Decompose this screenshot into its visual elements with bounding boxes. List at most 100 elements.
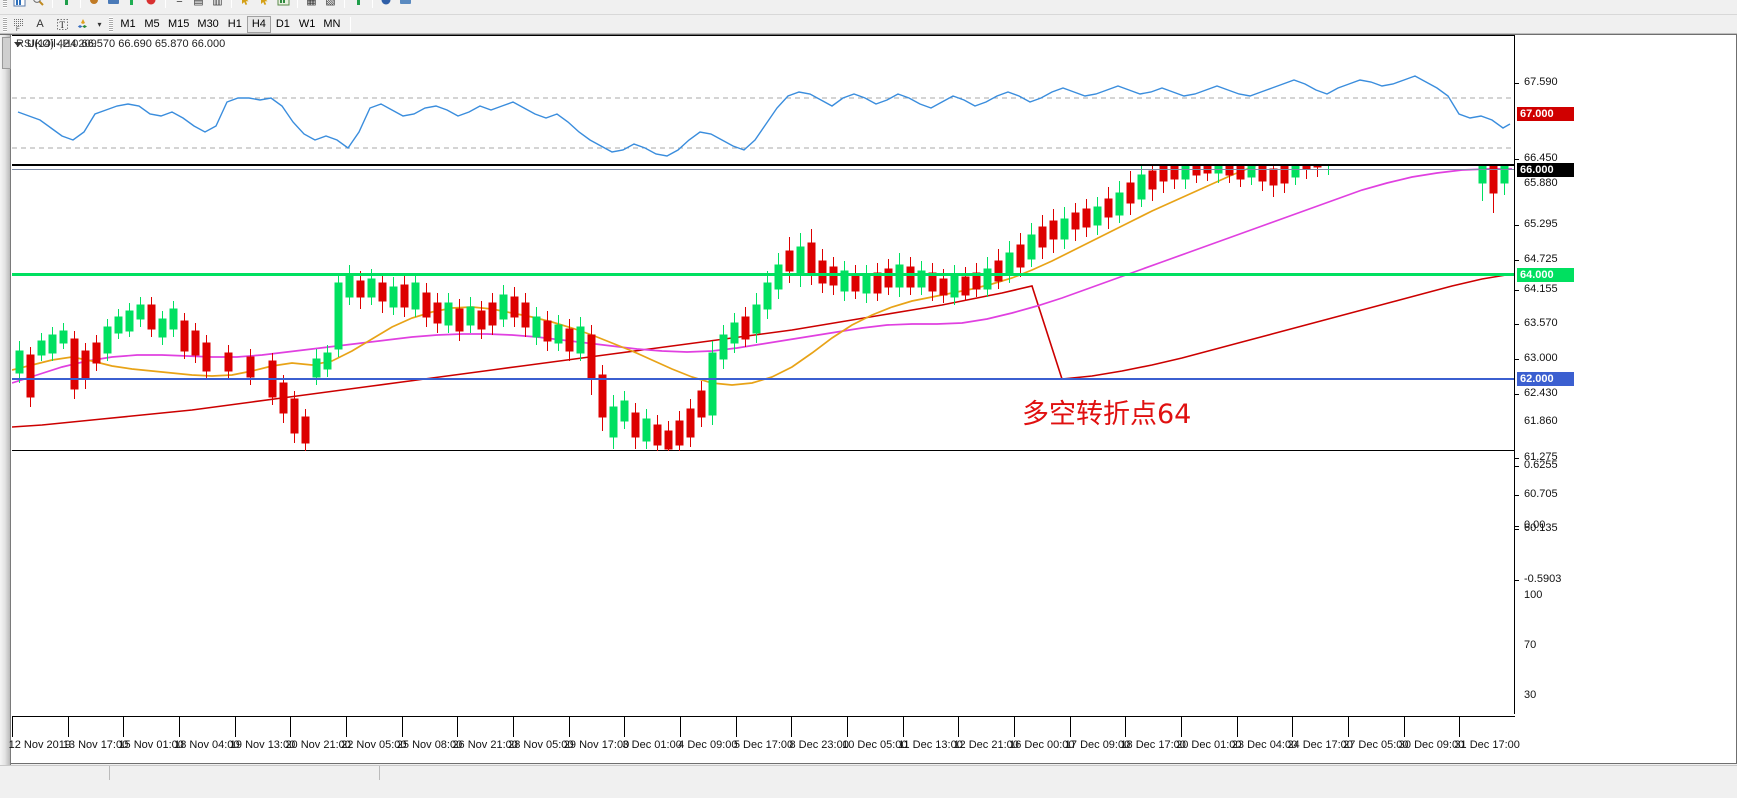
status-cell-2 bbox=[110, 766, 380, 780]
chart-annotation-text[interactable]: 多空转折点64 bbox=[1022, 399, 1192, 430]
time-label: 11 Dec 13:00 bbox=[898, 739, 963, 751]
time-axis[interactable]: 12 Nov 2019 13 Nov 17:00 15 Nov 01:00 18 No… bbox=[8, 716, 1520, 764]
time-label: 4 Dec 09:00 bbox=[678, 739, 738, 751]
price-label-support[interactable]: 62.000 bbox=[1517, 372, 1574, 386]
time-label: 19 Nov 13:00 bbox=[229, 739, 296, 751]
price-tick: 65.880 bbox=[1524, 177, 1558, 189]
bar-chart2-icon[interactable] bbox=[349, 0, 368, 9]
time-label: 25 Nov 08:00 bbox=[396, 739, 463, 751]
price-tick: 67.590 bbox=[1515, 76, 1575, 88]
time-tick bbox=[1348, 717, 1349, 737]
time-label: 26 Nov 21:00 bbox=[452, 739, 518, 751]
bar-chart-icon[interactable] bbox=[57, 0, 76, 9]
zoom-icon[interactable] bbox=[29, 0, 48, 9]
time-tick bbox=[735, 717, 737, 737]
autoscroll-icon[interactable] bbox=[274, 0, 293, 9]
rsi-axis[interactable]: 100 70 30 bbox=[1515, 584, 1575, 714]
timeframe-H4[interactable]: H4 bbox=[246, 15, 271, 33]
template-icon[interactable]: ▤ bbox=[193, 0, 204, 7]
cursor-icon[interactable] bbox=[236, 0, 255, 9]
time-tick bbox=[1125, 717, 1127, 737]
time-tick bbox=[1236, 717, 1238, 737]
time-label: 5 Dec 17:00 bbox=[733, 739, 794, 751]
time-label: 12 Nov 2019 bbox=[8, 739, 72, 751]
time-tick bbox=[1181, 717, 1182, 737]
text-label-icon[interactable]: A bbox=[36, 18, 44, 30]
macd-axis[interactable]: 0.6255 0.00 -0.5903 bbox=[1515, 452, 1575, 585]
timeframe-M15[interactable]: M15 bbox=[168, 18, 190, 30]
time-label: 17 Dec 09:00 bbox=[1064, 739, 1131, 751]
symbol-header: UKOil-,H4 66.570 66.690 65.870 66.000 bbox=[14, 38, 225, 50]
rsi-line bbox=[17, 75, 1511, 157]
time-label: 28 Nov 05:00 bbox=[508, 739, 574, 751]
price-tick: 64.155 bbox=[1515, 283, 1575, 295]
time-tick bbox=[513, 717, 514, 737]
time-tick bbox=[1403, 717, 1405, 737]
time-tick bbox=[624, 717, 626, 737]
rsi-pane[interactable]: RSI(14) 42.0209 bbox=[12, 35, 1515, 165]
text-box-icon[interactable]: T bbox=[51, 16, 73, 33]
toolbar-grip-icon-2[interactable] bbox=[3, 16, 7, 32]
ma-slow-line bbox=[12, 273, 1513, 428]
rsi-label: RSI(14) 42.0209 bbox=[16, 38, 97, 50]
period-icon[interactable]: ▥ bbox=[212, 0, 223, 7]
macd-tick: 0.6255 bbox=[1515, 459, 1575, 471]
svg-text:T: T bbox=[59, 20, 65, 30]
time-tick bbox=[401, 717, 403, 737]
toolbar-drawing-and-timeframes[interactable]: F A T ▾ M1 M5 M15 M30 H1 H4 D1 W1 MN bbox=[0, 15, 1737, 34]
zoom-in-icon[interactable] bbox=[123, 0, 142, 9]
time-label: 16 Dec 00:00 bbox=[1009, 739, 1075, 751]
grid-icon[interactable]: ▧ bbox=[325, 0, 336, 7]
timeframe-W1[interactable]: W1 bbox=[298, 18, 316, 30]
price-axis[interactable]: 67.590 66.450 65.880 65.295 64.725 64.15… bbox=[1515, 35, 1575, 534]
chevron-down-icon[interactable]: ▾ bbox=[97, 19, 102, 29]
rsi-tick: 30 bbox=[1524, 689, 1537, 701]
timeframe-M5[interactable]: M5 bbox=[144, 18, 160, 30]
level-line-62[interactable] bbox=[12, 378, 1515, 380]
timeframe-D1[interactable]: D1 bbox=[275, 18, 290, 30]
timeframe-H1[interactable]: H1 bbox=[227, 18, 242, 30]
price-tick: 62.430 bbox=[1515, 387, 1575, 399]
level-line-66[interactable] bbox=[12, 169, 1515, 170]
timeframe-M1[interactable]: M1 bbox=[120, 18, 136, 30]
time-label: 20 Dec 01:00 bbox=[1176, 739, 1242, 751]
new-chart-icon[interactable] bbox=[10, 0, 29, 9]
navigator-icon[interactable] bbox=[377, 0, 396, 9]
zoom-out-icon[interactable] bbox=[142, 0, 161, 9]
indicator-list-icon[interactable]: ≡ bbox=[176, 0, 183, 6]
timeframe-grip-icon[interactable] bbox=[109, 16, 113, 32]
time-tick bbox=[680, 717, 681, 737]
level-line-64[interactable] bbox=[12, 273, 1515, 276]
price-tick: 61.275 bbox=[1515, 451, 1575, 463]
time-tick bbox=[12, 717, 13, 737]
price-label-pivot[interactable]: 64.000 bbox=[1517, 268, 1574, 282]
scale-divider bbox=[1514, 35, 1515, 714]
toolbar-top-row[interactable]: ≡ ▤ ▥ ▦ ▧ bbox=[0, 0, 1737, 15]
macd-tick: -0.5903 bbox=[1515, 573, 1575, 585]
toolbar-separator-4 bbox=[231, 0, 232, 8]
price-label-resistance[interactable]: 67.000 bbox=[1517, 107, 1574, 121]
crosshair-icon[interactable]: F bbox=[10, 16, 29, 33]
collapse-caret-icon[interactable] bbox=[14, 41, 22, 47]
time-tick bbox=[179, 717, 180, 737]
price-label-current[interactable]: 66.000 bbox=[1517, 163, 1574, 177]
price-tick: 66.450 bbox=[1515, 152, 1575, 164]
toolbar-separator-2 bbox=[80, 0, 81, 8]
candle-chart-icon[interactable] bbox=[85, 0, 104, 9]
status-bar bbox=[0, 765, 1737, 798]
time-label: 10 Dec 05:00 bbox=[842, 739, 908, 751]
line-chart-icon[interactable] bbox=[104, 0, 123, 9]
price-tick: 60.705 bbox=[1515, 488, 1575, 500]
chart-vertical-scrollbar[interactable] bbox=[0, 35, 11, 765]
shift-icon[interactable]: ▦ bbox=[306, 0, 317, 7]
toolbar-grip-icon[interactable] bbox=[3, 0, 7, 8]
time-label: 20 Nov 21:00 bbox=[285, 739, 351, 751]
terminal-icon[interactable] bbox=[396, 0, 415, 9]
timeframe-MN[interactable]: MN bbox=[323, 18, 341, 30]
time-label: 8 Dec 23:00 bbox=[789, 739, 849, 751]
timeframe-M30[interactable]: M30 bbox=[197, 18, 219, 30]
time-tick bbox=[568, 717, 570, 737]
shapes-icon[interactable] bbox=[73, 16, 93, 33]
price-tick: 63.570 bbox=[1515, 317, 1575, 329]
crosshair-tool-icon[interactable] bbox=[255, 0, 274, 9]
